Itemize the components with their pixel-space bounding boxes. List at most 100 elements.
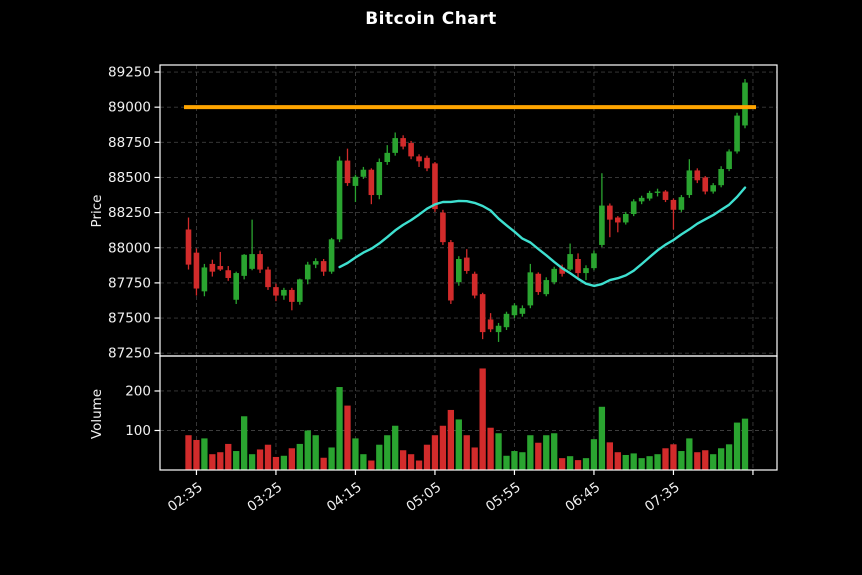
candle-body <box>535 273 542 293</box>
volume-bar <box>415 460 423 470</box>
candle-body <box>241 254 247 276</box>
candle-body <box>710 185 716 192</box>
volume-bar <box>686 438 693 470</box>
candle-body <box>384 152 391 162</box>
candle-body <box>678 197 685 210</box>
volume-bar <box>288 448 295 470</box>
volume-bar <box>718 448 725 470</box>
candle-body <box>567 254 573 270</box>
price-tick-label: 88500 <box>108 170 151 186</box>
candle-body <box>424 157 430 169</box>
volume-bar <box>725 444 733 470</box>
volume-bar <box>582 458 590 470</box>
candle-body <box>630 201 637 215</box>
candle-body <box>312 261 319 265</box>
volume-bar <box>312 435 319 470</box>
candle-body <box>495 325 502 333</box>
time-tick-label: 02:35 <box>165 479 206 515</box>
candle-body <box>368 169 375 196</box>
volume-bar <box>439 425 447 470</box>
volume-bar <box>400 450 407 470</box>
candle-body <box>336 160 343 240</box>
volume-bar <box>248 454 256 470</box>
candle-body <box>400 138 406 147</box>
candle-body <box>742 82 748 126</box>
volume-bar <box>201 438 208 470</box>
time-tick-label: 04:15 <box>324 479 365 515</box>
volume-bar <box>662 448 669 470</box>
volume-bar <box>280 455 288 470</box>
volume-bar <box>431 435 439 470</box>
volume-bar <box>590 439 598 470</box>
volume-bar <box>352 438 359 470</box>
volume-bar <box>511 451 518 470</box>
price-tick-label: 88750 <box>108 135 151 151</box>
time-tick-label: 06:45 <box>562 479 603 515</box>
candle-body <box>503 313 510 328</box>
candle-body <box>249 254 255 269</box>
candle-body <box>583 268 589 274</box>
price-tick-label: 87750 <box>108 275 151 291</box>
time-tick-label: 05:55 <box>483 479 524 515</box>
candle-body <box>448 242 454 301</box>
volume-axis-label: Volume <box>89 388 105 440</box>
volume-bar <box>384 435 391 470</box>
price-axis-label: Price <box>89 194 105 228</box>
time-tick-label: 07:35 <box>642 479 683 515</box>
price-tick-label: 88000 <box>108 240 151 256</box>
volume-bar <box>710 454 717 470</box>
candle-body <box>352 176 359 186</box>
candle-body <box>591 253 597 269</box>
volume-bar <box>574 460 582 470</box>
candle-body <box>297 279 303 302</box>
candle-body <box>201 267 208 292</box>
volume-bar <box>551 433 558 470</box>
price-tick-label: 89000 <box>108 100 151 116</box>
price-tick-label: 87250 <box>108 346 151 362</box>
volume-bar <box>376 444 383 470</box>
volume-bar <box>392 425 399 470</box>
candle-body <box>233 273 239 300</box>
volume-bar <box>241 416 248 470</box>
candle-body <box>304 264 311 280</box>
candle-body <box>289 289 295 302</box>
volume-bar <box>463 435 470 470</box>
price-tick-label: 88250 <box>108 205 151 221</box>
candle-body <box>440 212 446 243</box>
candle-body <box>662 191 669 200</box>
volume-bar <box>519 452 526 470</box>
price-tick-label: 87500 <box>108 311 151 327</box>
volume-bar <box>527 435 534 470</box>
volume-panel <box>159 355 778 471</box>
volume-bar <box>256 449 264 470</box>
volume-bar <box>670 444 677 470</box>
candle-body <box>670 199 677 210</box>
time-tick-label: 03:25 <box>244 479 285 515</box>
candle-body <box>734 115 740 152</box>
candle-body <box>686 170 693 196</box>
candle-body <box>511 305 518 316</box>
candle-body <box>559 267 565 274</box>
volume-bar <box>503 455 510 470</box>
candle-body <box>575 259 581 274</box>
time-tick-label: 05:05 <box>403 479 444 515</box>
volume-bar <box>360 454 367 470</box>
candle-body <box>257 254 263 270</box>
volume-bar <box>733 422 741 470</box>
candle-body <box>225 270 232 278</box>
candle-body <box>185 229 192 265</box>
volume-bar <box>638 458 645 470</box>
volume-bar <box>423 444 431 470</box>
candle-body <box>607 205 613 220</box>
candle-body <box>622 214 629 223</box>
candle-body <box>344 160 351 184</box>
volume-tick-label: 200 <box>125 383 151 399</box>
candle-body <box>487 319 494 330</box>
candle-body <box>408 143 414 157</box>
candle-body <box>360 169 367 177</box>
candle-body <box>328 239 335 272</box>
volume-bar <box>566 456 574 470</box>
volume-bar <box>535 442 542 470</box>
volume-bar <box>646 456 653 470</box>
